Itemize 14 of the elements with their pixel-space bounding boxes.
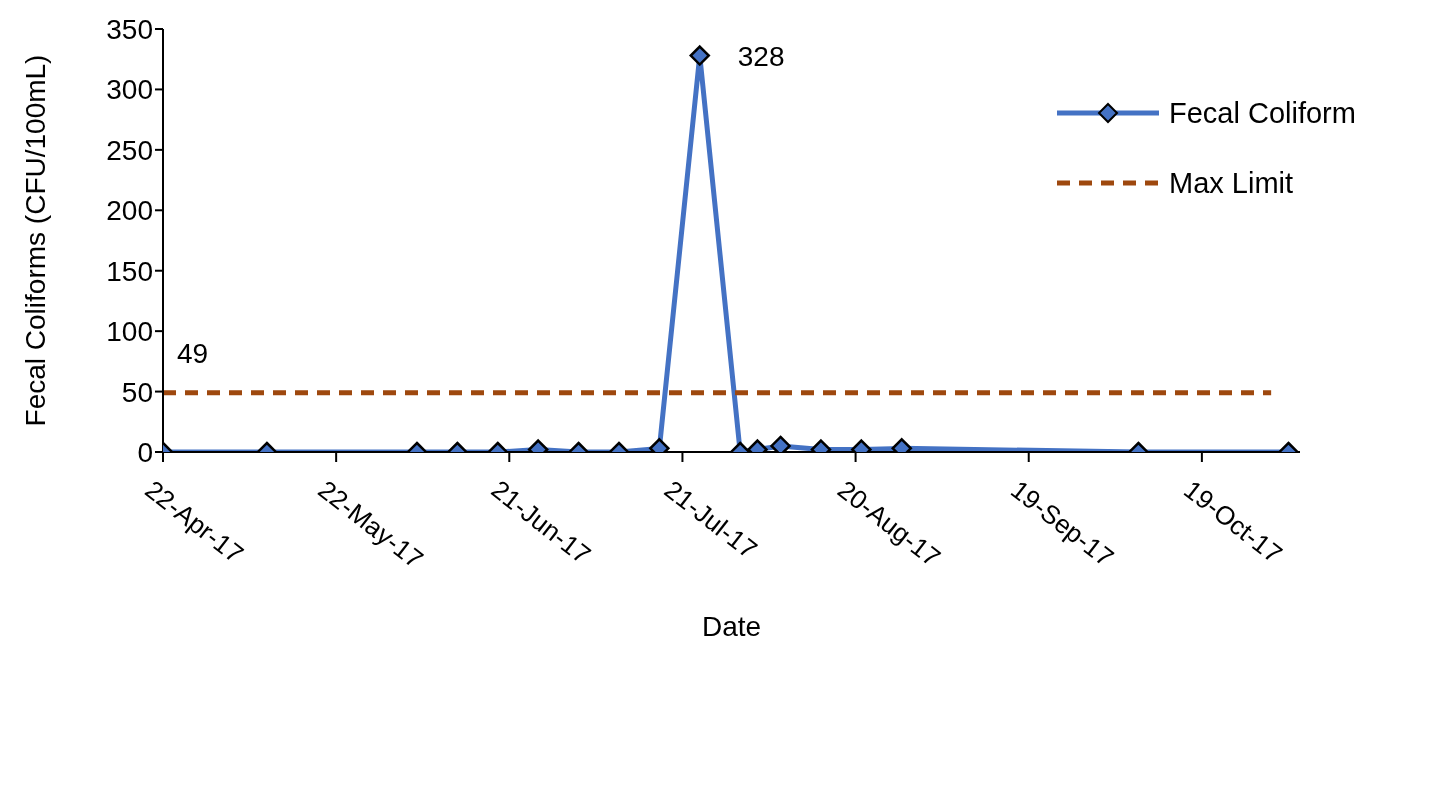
y-tick-label: 250 xyxy=(106,134,153,166)
y-axis-title: Fecal Coliforms (CFU/100mL) xyxy=(19,54,51,427)
legend-label: Fecal Coliform xyxy=(1169,96,1356,130)
annotation: 328 xyxy=(737,40,785,72)
annotation: 49 xyxy=(177,337,209,369)
y-tick-label: 300 xyxy=(106,74,153,106)
y-tick-label: 200 xyxy=(106,195,153,227)
y-tick-label: 0 xyxy=(137,436,153,468)
y-tick-label: 50 xyxy=(121,376,153,408)
y-tick-label: 100 xyxy=(106,316,153,348)
legend-label: Max Limit xyxy=(1169,166,1294,200)
x-axis-title: Date xyxy=(701,611,762,642)
y-tick-label: 350 xyxy=(106,13,153,45)
y-tick-label: 150 xyxy=(106,255,153,287)
